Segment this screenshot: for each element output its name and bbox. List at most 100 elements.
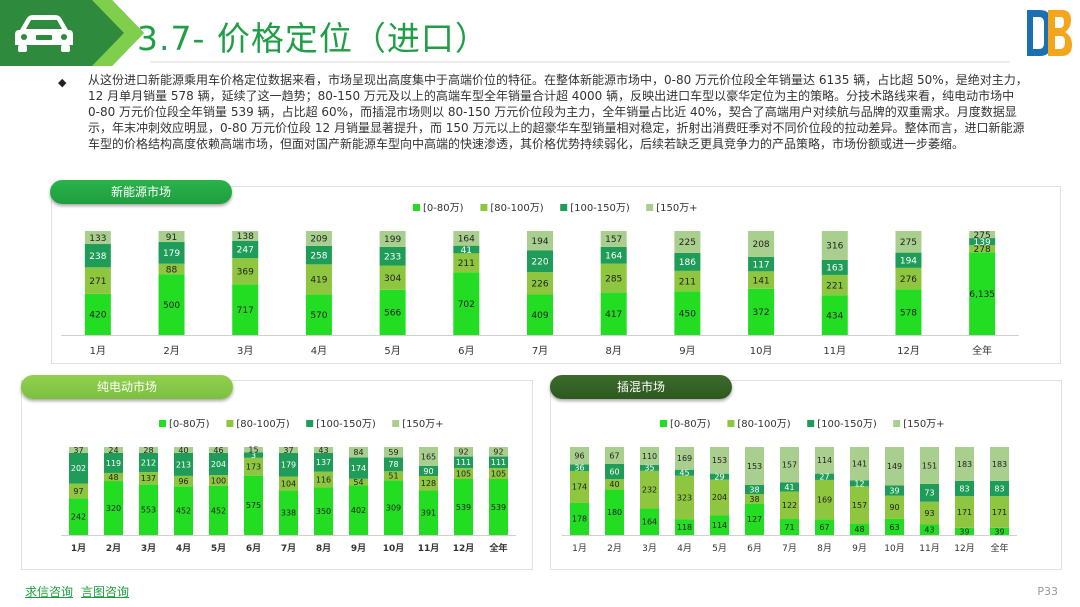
legend-swatch [660,420,667,427]
bar-segment [990,447,1009,481]
bar-segment [158,242,185,264]
footer-link-2[interactable]: 言图咨询 [81,585,130,599]
legend-label: [100-150万) [316,419,376,430]
bar-segment [745,484,764,495]
data-label: 232 [642,485,657,494]
bar-segment [69,447,88,453]
bar-segment [104,447,123,453]
bar-segment [305,294,332,335]
bar-segment [174,486,193,535]
bar-segment [570,471,589,503]
data-label: 39 [994,527,1004,536]
bar-segment [780,491,799,520]
x-tick-label: 11月 [823,345,846,357]
data-label: 350 [316,507,331,516]
car-icon [15,15,73,52]
bar-segment [821,259,848,275]
bar-segment [84,267,111,294]
bar-segment [244,457,263,476]
x-tick-label: 12月 [453,543,475,554]
data-label: 48 [108,473,118,482]
bar-segment [815,519,834,535]
data-label: 417 [605,310,622,320]
bar-segment [232,240,259,259]
bar-segment [158,231,185,243]
x-tick-label: 9月 [679,345,695,357]
bar-segment [454,479,473,535]
bar-segment [454,468,473,479]
data-label: 122 [782,501,797,510]
bar-segment [920,524,939,535]
x-tick-label: 2月 [607,543,622,554]
bar-segment [920,501,939,525]
data-label: 43 [318,446,328,455]
legend-swatch [727,420,735,427]
bar-segment [279,447,298,453]
data-label: 38 [749,485,759,494]
bar-segment [84,231,111,245]
data-label: 54 [353,478,363,487]
x-tick-label: 6月 [747,543,762,554]
x-tick-label: 1月 [90,345,106,357]
bar-segment [384,480,403,535]
data-label: 46 [213,446,223,455]
data-label: 391 [421,509,436,518]
bar-segment [675,469,694,476]
bar-segment [158,263,185,275]
bar-segment [453,253,480,273]
bar-segment [990,527,1009,535]
bar-segment [745,494,764,504]
bar-segment [815,473,834,480]
bar-segment [454,456,473,469]
bar-segment [640,470,659,509]
data-label: 186 [679,258,696,268]
bar-segment [748,288,775,335]
bar-segment [969,238,996,246]
x-tick-label: 6月 [246,543,261,554]
data-label: 40 [178,446,188,455]
bar-segment [349,485,368,535]
bar-segment [244,475,263,535]
data-label: 258 [310,251,327,261]
data-label: 90 [423,467,433,476]
footer-link-1[interactable]: 求信咨询 [25,585,74,599]
bar-segment [314,447,333,453]
data-label: 174 [351,464,366,473]
data-label: 174 [572,483,587,492]
bar-segment [419,465,438,476]
bar-segment [895,231,922,253]
data-label: 43 [924,526,934,535]
bar-segment [710,447,729,474]
data-label: 139 [974,238,991,248]
tag-phev-market: 插混市场 [550,375,732,399]
bar-segment [710,515,729,535]
data-label: 114 [712,521,727,530]
bar-segment [821,274,848,296]
bar-segment [349,478,368,486]
bar-segment [605,479,624,490]
data-label: 238 [89,252,106,262]
bar-segment [600,292,627,335]
data-label: 63 [889,523,899,532]
data-label: 119 [106,459,121,468]
bar-segment [453,245,480,254]
legend-label: [150万+ [656,203,697,214]
data-label: 15 [248,446,258,455]
data-label: 220 [531,257,548,267]
data-label: 37 [283,446,293,455]
tag-bev-market: 纯电动市场 [21,375,233,399]
data-label: 24 [108,446,118,455]
legend-swatch [159,420,166,427]
data-label: 212 [141,458,156,467]
data-label: 402 [351,506,366,515]
data-label: 28 [143,446,153,455]
bar-segment [527,250,553,273]
legend-swatch [646,204,654,211]
bar-segment [419,475,438,491]
x-tick-label: 5月 [712,543,727,554]
bar-segment [379,246,406,266]
bar-segment [674,231,701,253]
header-banner: 3.7- 价格定位（进口） [0,0,1080,66]
data-label: 539 [456,503,471,512]
data-label: 183 [992,460,1007,469]
